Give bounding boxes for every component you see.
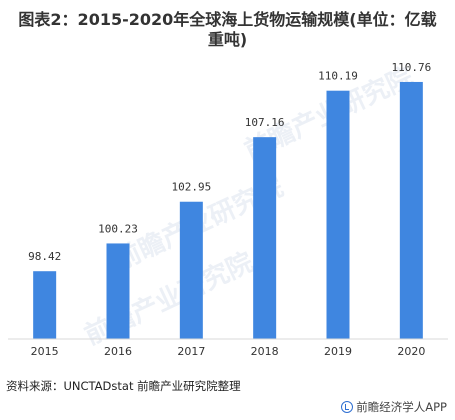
chart-title-line-1: 图表2：2015-2020年全球海上货物运输规模(单位：亿载: [18, 10, 437, 29]
bar-2017: [179, 201, 203, 339]
x-tick-label-2020: 2020: [397, 345, 425, 358]
x-tick-label-2019: 2019: [324, 345, 352, 358]
watermark-layer: 前瞻产业研究院前瞻产业研究院前瞻产业研究院: [80, 61, 418, 351]
x-tick-labels-group: 2015 2016 2017 2018 2019 2020: [31, 345, 426, 358]
bar-2016: [106, 243, 130, 339]
value-labels-group: 98.42 100.23 102.95 107.16 110.19 110.76: [28, 61, 431, 263]
value-label-2017: 102.95: [171, 181, 211, 194]
value-label-2016: 100.23: [98, 222, 138, 235]
x-tick-label-2017: 2017: [177, 345, 205, 358]
chart-title: 图表2：2015-2020年全球海上货物运输规模(单位：亿载 重吨): [0, 10, 455, 50]
value-label-2019: 110.19: [318, 70, 358, 83]
bar-2015: [33, 271, 57, 339]
bar-2020: [399, 81, 423, 339]
x-tick-label-2018: 2018: [251, 345, 279, 358]
qianzhan-logo-icon: [341, 401, 354, 413]
x-tick-label-2016: 2016: [104, 345, 132, 358]
bar-2019: [326, 90, 350, 340]
value-label-2020: 110.76: [391, 61, 431, 74]
brand-watermark: 前瞻经济学人APP: [341, 399, 447, 415]
value-label-2018: 107.16: [245, 116, 285, 129]
source-note: 资料来源：UNCTADstat 前瞻产业研究院整理: [6, 379, 241, 393]
bar-2018: [253, 137, 277, 339]
chart-title-line-2: 重吨): [207, 30, 248, 49]
brand-label: 前瞻经济学人APP: [356, 400, 447, 414]
value-label-2015: 98.42: [28, 250, 61, 263]
x-tick-label-2015: 2015: [31, 345, 59, 358]
bars-group: [33, 81, 423, 340]
